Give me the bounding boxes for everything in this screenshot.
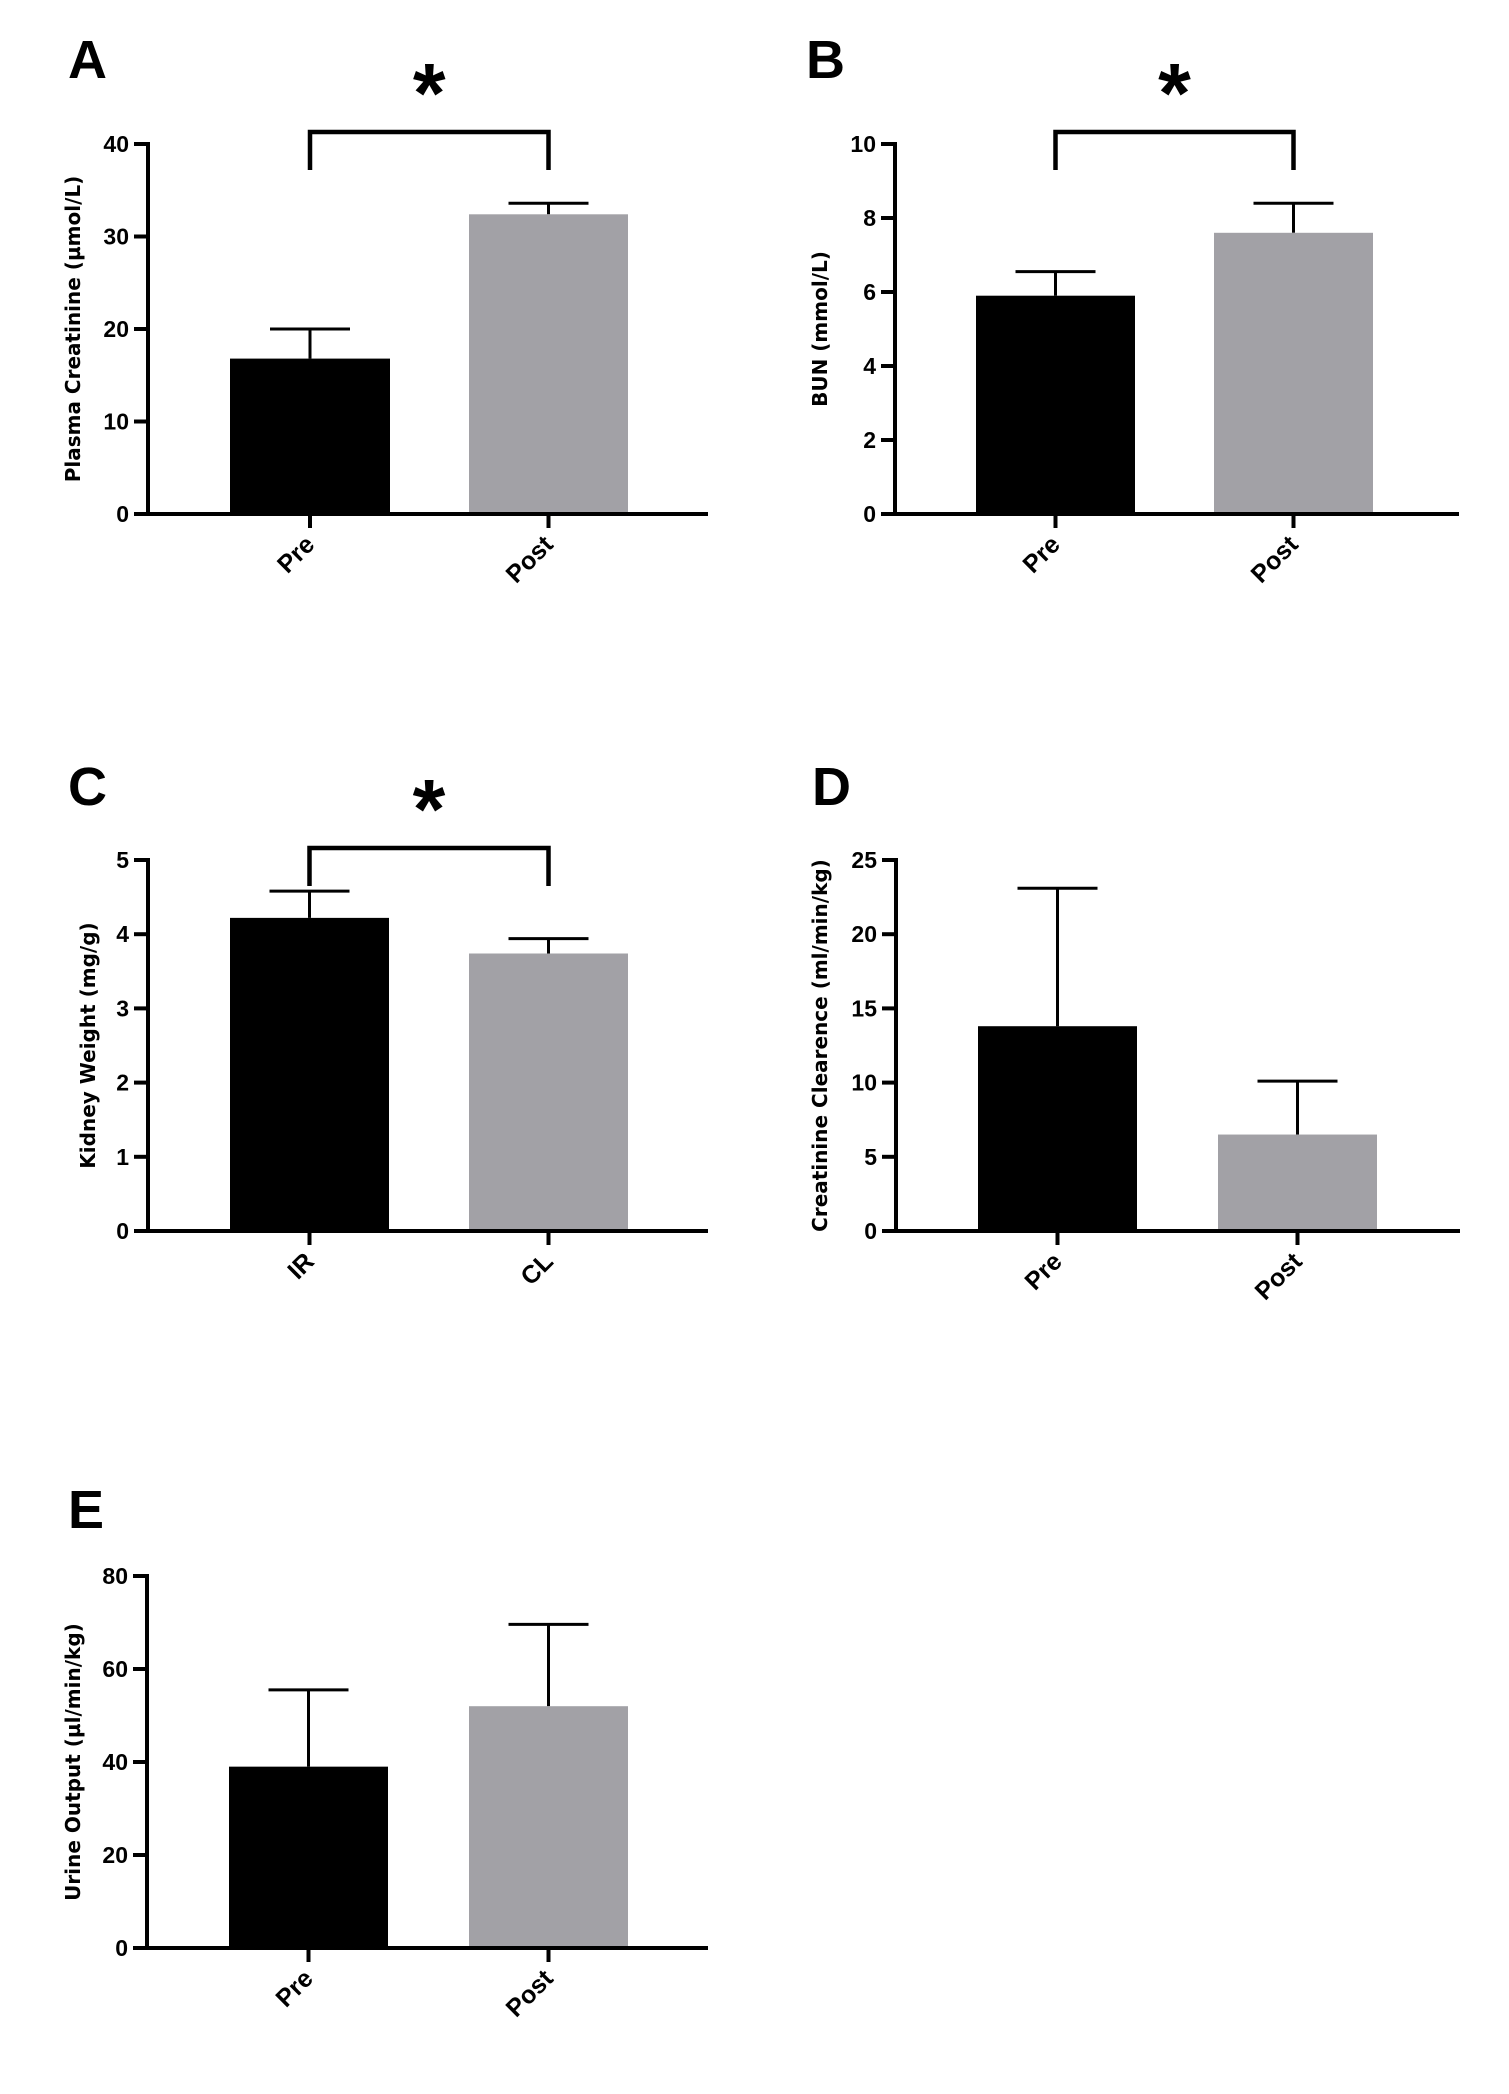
significance-star: *	[413, 46, 446, 140]
bar-pre	[978, 1026, 1137, 1231]
y-axis-title: BUN (mmol/L)	[808, 251, 832, 407]
x-tick-label: CL	[515, 1247, 558, 1290]
significance-star: *	[1158, 46, 1191, 140]
x-tick-label: Post	[1250, 1247, 1309, 1306]
y-tick-label: 40	[103, 131, 129, 157]
panel-c: C 0 1 2 3 4 5 IR CL Kidney Weight (mg/g) *	[68, 757, 708, 1291]
y-axis-title: Kidney Weight (mg/g)	[76, 922, 100, 1168]
panel-b: B 0 2 4 6 8 10 Pre Post BUN (mmol/L) *	[806, 30, 1459, 589]
y-axis-title: Urine Output (µl/min/kg)	[61, 1623, 85, 1901]
bar-pre	[976, 295, 1135, 514]
y-tick-label: 0	[116, 1218, 129, 1244]
y-tick-label: 0	[864, 1218, 877, 1244]
panel-d: D 0 5 10 15 20 25 Pre Post Creatinine Clearence (…	[808, 757, 1460, 1306]
y-tick-label: 0	[116, 501, 129, 527]
y-tick-label: 4	[863, 353, 876, 379]
bar-ir	[230, 917, 389, 1231]
y-tick-label: 30	[103, 224, 129, 250]
y-tick-label: 10	[851, 1070, 877, 1096]
bar-cl	[469, 953, 628, 1231]
y-tick-label: 80	[102, 1563, 128, 1589]
y-tick-label: 2	[863, 427, 876, 453]
y-tick-label: 5	[116, 847, 129, 873]
y-tick-label: 20	[103, 316, 129, 342]
bar-pre	[230, 358, 390, 514]
panel-letter: C	[68, 757, 107, 817]
significance-bracket	[307, 845, 551, 886]
y-tick-label: 4	[116, 921, 129, 947]
significance-bracket	[307, 129, 551, 170]
y-tick-label: 8	[863, 205, 876, 231]
y-tick-label: 20	[102, 1842, 128, 1868]
y-tick-label: 25	[851, 847, 877, 873]
y-tick-label: 5	[864, 1144, 877, 1170]
y-tick-label: 10	[850, 131, 876, 157]
x-tick-label: Pre	[270, 1964, 318, 2012]
x-tick-label: Pre	[1017, 530, 1065, 578]
x-tick-label: Post	[501, 1964, 560, 2023]
significance-star: *	[413, 762, 446, 856]
panel-a: A 0 10 20 30 40 Pre Post Plasma Creatinine (µmol…	[61, 30, 708, 589]
x-tick-label: Post	[501, 530, 560, 589]
bar-post	[469, 214, 628, 515]
x-tick-label: IR	[282, 1247, 319, 1284]
bar-post	[1214, 232, 1373, 515]
panel-letter: A	[68, 30, 107, 90]
x-tick-label: Pre	[272, 530, 320, 578]
panel-e: E 0 20 40 60 80 Pre Post Urine Output (µl/min/kg…	[61, 1480, 708, 2023]
panel-letter: B	[806, 30, 845, 90]
y-tick-label: 0	[863, 501, 876, 527]
y-tick-label: 60	[102, 1656, 128, 1682]
significance-bracket	[1053, 129, 1296, 170]
x-tick-label: Post	[1246, 530, 1305, 589]
y-axis-title: Plasma Creatinine (µmol/L)	[61, 176, 85, 483]
y-tick-label: 6	[863, 279, 876, 305]
y-axis-title: Creatinine Clearence (ml/min/kg)	[808, 859, 832, 1232]
y-tick-label: 3	[116, 995, 129, 1021]
bar-post	[1218, 1134, 1377, 1231]
y-tick-label: 10	[103, 409, 129, 435]
panel-letter: D	[812, 757, 851, 817]
bar-pre	[229, 1766, 388, 1948]
y-tick-label: 0	[115, 1935, 128, 1961]
y-tick-label: 1	[116, 1144, 129, 1170]
y-tick-label: 20	[851, 921, 877, 947]
y-tick-label: 15	[851, 995, 877, 1021]
y-tick-label: 40	[102, 1749, 128, 1775]
x-tick-label: Pre	[1019, 1247, 1067, 1295]
bar-post	[469, 1706, 628, 1948]
panel-letter: E	[68, 1480, 104, 1540]
y-tick-label: 2	[116, 1070, 129, 1096]
